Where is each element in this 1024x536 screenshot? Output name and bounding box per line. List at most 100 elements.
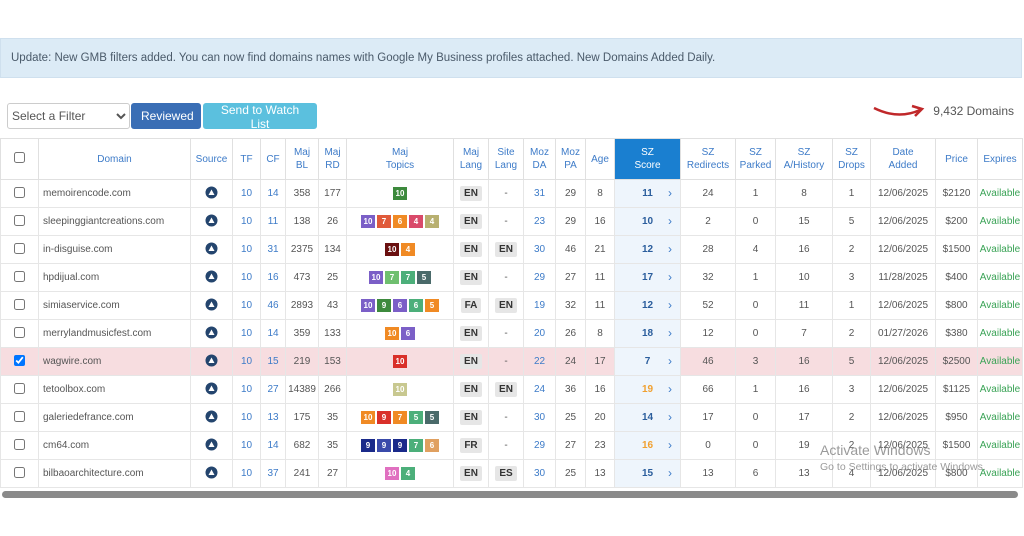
column-header: SZ A/History: [775, 138, 833, 180]
watch-list-button[interactable]: Send to Watch List: [203, 103, 317, 131]
da-cell: 24: [523, 375, 556, 404]
rd-cell: 35: [318, 403, 347, 432]
bl-cell: 473: [285, 263, 319, 292]
site-lang-cell: -: [488, 263, 524, 292]
scrollbar[interactable]: [2, 491, 1018, 498]
source-icon: [205, 270, 218, 282]
age-cell: 20: [585, 403, 615, 432]
site-lang-cell: -: [488, 179, 524, 208]
da-cell: 30: [523, 235, 556, 264]
row-checkbox[interactable]: [14, 326, 25, 338]
age-cell: 11: [585, 263, 615, 292]
table-row: bilbaoarchitecture.com 10 37 241 27 10 4 EN ES 30…: [0, 459, 1023, 488]
da-cell: 22: [523, 347, 556, 376]
drops-cell: 1: [832, 291, 871, 320]
tf-cell: 10: [232, 235, 261, 264]
parked-cell: 0: [735, 291, 776, 320]
drops-cell: 2: [832, 319, 871, 348]
topic-badge: 5: [409, 411, 423, 424]
parked-cell: 6: [735, 459, 776, 488]
score-cell: 12 ›: [614, 235, 681, 264]
rd-cell: 177: [318, 179, 347, 208]
history-cell: 11: [775, 291, 833, 320]
site-lang-cell: -: [488, 319, 524, 348]
score-expand[interactable]: ›: [668, 466, 672, 480]
topic-badge: 4: [425, 215, 439, 228]
topic-badge: 10: [393, 383, 407, 396]
da-cell: 30: [523, 403, 556, 432]
topics-cell: 10 4: [346, 459, 454, 488]
score-expand[interactable]: ›: [668, 354, 672, 368]
tf-cell: 10: [232, 263, 261, 292]
pa-cell: 46: [555, 235, 586, 264]
source-cell: [190, 403, 233, 432]
row-checkbox[interactable]: [14, 298, 25, 310]
topic-badge: 9: [393, 439, 407, 452]
row-checkbox[interactable]: [14, 410, 25, 422]
row-checkbox[interactable]: [14, 214, 25, 226]
lang-cell: EN: [453, 207, 489, 236]
domain-cell: cm64.com: [38, 431, 191, 460]
row-checkbox[interactable]: [14, 354, 25, 366]
topic-badge: 7: [401, 271, 415, 284]
history-cell: 7: [775, 319, 833, 348]
history-cell: 17: [775, 403, 833, 432]
red-arrow: [873, 104, 925, 117]
score-cell: 11 ›: [614, 179, 681, 208]
topic-badge: 6: [401, 327, 415, 340]
source-cell: [190, 235, 233, 264]
source-cell: [190, 263, 233, 292]
date-cell: 12/06/2025: [870, 459, 936, 488]
tf-cell: 10: [232, 431, 261, 460]
table-row: memoirencode.com 10 14 358 177 10 EN -31 29 8 11 › 2…: [0, 179, 1023, 208]
row-checkbox[interactable]: [14, 270, 25, 282]
score-expand[interactable]: ›: [668, 326, 672, 340]
score-expand[interactable]: ›: [668, 270, 672, 284]
expires-cell: Available: [977, 319, 1023, 348]
da-cell: 31: [523, 179, 556, 208]
drops-cell: 3: [832, 263, 871, 292]
topic-badge: 10: [369, 271, 383, 284]
score-expand[interactable]: ›: [668, 242, 672, 256]
lang-badge: EN: [460, 270, 482, 285]
row-checkbox[interactable]: [14, 382, 25, 394]
column-header: Maj BL: [285, 138, 319, 180]
price-cell: $800: [935, 291, 978, 320]
score-expand[interactable]: ›: [668, 214, 672, 228]
score-expand[interactable]: ›: [668, 382, 672, 396]
row-checkbox[interactable]: [14, 242, 25, 254]
score-expand[interactable]: ›: [668, 438, 672, 452]
column-header: SZ Score: [614, 138, 681, 180]
site-lang: EN: [495, 298, 517, 313]
select-cell: [0, 235, 39, 264]
score-expand[interactable]: ›: [668, 186, 672, 200]
site-lang: -: [504, 272, 508, 283]
score-expand[interactable]: ›: [668, 410, 672, 424]
redirects-cell: 0: [680, 431, 736, 460]
topic-badge: 9: [377, 299, 391, 312]
row-checkbox[interactable]: [14, 466, 25, 478]
select-all-checkbox[interactable]: [14, 151, 25, 163]
site-lang-cell: EN: [488, 375, 524, 404]
topic-badge: 6: [393, 215, 407, 228]
score-cell: 10 ›: [614, 207, 681, 236]
column-header: SZ Drops: [832, 138, 871, 180]
domain-table: Domain Source TF CF Maj BL Maj RD Maj Topics Ma…: [0, 138, 1023, 488]
filter-select[interactable]: Select a Filter: [7, 103, 130, 129]
tf-cell: 10: [232, 459, 261, 488]
select-cell: [0, 179, 39, 208]
reviewed-button[interactable]: Reviewed: [131, 103, 201, 129]
row-checkbox[interactable]: [14, 438, 25, 450]
column-header: Source: [190, 138, 233, 180]
date-cell: 12/06/2025: [870, 291, 936, 320]
controls: Select a Filter Reviewed Send to Watch L…: [0, 94, 1022, 138]
row-checkbox[interactable]: [14, 186, 25, 198]
parked-cell: 0: [735, 319, 776, 348]
price-cell: $200: [935, 207, 978, 236]
lang-cell: EN: [453, 263, 489, 292]
tf-cell: 10: [232, 179, 261, 208]
bl-cell: 682: [285, 431, 319, 460]
table-row: hpdijual.com 10 16 473 25 10 7 7 5 EN -29 27 11 17 › 32…: [0, 263, 1023, 292]
score-expand[interactable]: ›: [668, 298, 672, 312]
age-cell: 8: [585, 179, 615, 208]
